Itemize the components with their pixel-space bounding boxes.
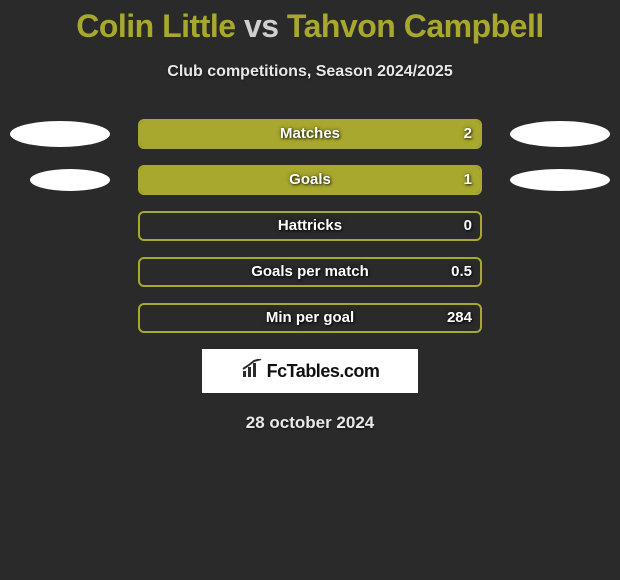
ellipse-right (510, 121, 610, 147)
stat-row-goals: Goals 1 (0, 165, 620, 195)
logo-inner: FcTables.com (241, 359, 380, 384)
ellipse-left (10, 121, 110, 147)
stats-container: Matches 2 Goals 1 Hattricks 0 Goals per … (0, 119, 620, 333)
ellipse-left (30, 169, 110, 191)
stat-row-goals-per-match: Goals per match 0.5 (0, 257, 620, 287)
stat-bar-fill (140, 167, 480, 193)
subtitle: Club competitions, Season 2024/2025 (0, 63, 620, 81)
stat-bar (138, 303, 482, 333)
chart-icon (241, 359, 263, 384)
stat-bar-fill (140, 121, 480, 147)
stat-bar (138, 211, 482, 241)
stat-bar (138, 165, 482, 195)
vs-text: vs (244, 8, 279, 44)
date-text: 28 october 2024 (0, 413, 620, 433)
stat-bar (138, 257, 482, 287)
logo-text: FcTables.com (267, 361, 380, 382)
stat-row-hattricks: Hattricks 0 (0, 211, 620, 241)
comparison-title: Colin Little vs Tahvon Campbell (0, 0, 620, 45)
stat-row-min-per-goal: Min per goal 284 (0, 303, 620, 333)
player1-name: Colin Little (76, 8, 235, 44)
ellipse-right (510, 169, 610, 191)
stat-row-matches: Matches 2 (0, 119, 620, 149)
stat-bar (138, 119, 482, 149)
logo-box: FcTables.com (202, 349, 418, 393)
player2-name: Tahvon Campbell (287, 8, 544, 44)
